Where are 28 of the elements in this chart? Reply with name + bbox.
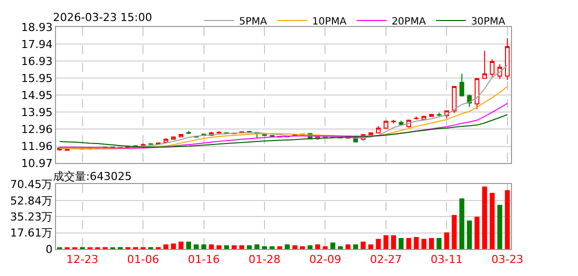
y-tick-label: 52.84万 (10, 194, 53, 208)
y-tick-label: 11.96 (21, 140, 53, 154)
legend-label: 5PMA (239, 16, 268, 28)
legend-label: 30PMA (470, 16, 506, 28)
x-tick-label: 02-09 (309, 253, 342, 266)
y-tick-label: 13.95 (21, 106, 53, 120)
legend-label: 20PMA (392, 16, 426, 28)
y-tick-label: 14.95 (21, 88, 53, 102)
chart-title: 2026-03-23 15:00 (53, 11, 152, 24)
y-tick-label: 10.97 (21, 157, 53, 170)
y-tick-label: 18.93 (21, 20, 53, 34)
x-tick-label: 01-16 (188, 253, 220, 266)
y-tick-label: 16.93 (21, 55, 53, 68)
x-tick-label: 12-23 (66, 253, 98, 266)
x-tick-label: 01-06 (127, 253, 160, 266)
y-tick-label: 0 (46, 242, 53, 256)
y-tick-label: 15.95 (21, 72, 53, 85)
y-tick-label: 17.61万 (10, 226, 53, 240)
y-tick-label: 12.96 (21, 123, 53, 136)
x-tick-label: 03-11 (430, 253, 463, 266)
x-tick-label: 02-27 (370, 253, 402, 266)
chart-title: 成交量:643025 (53, 170, 132, 183)
legend-label: 10PMA (312, 16, 347, 28)
y-tick-label: 35.23万 (10, 210, 53, 224)
y-tick-label: 17.94 (21, 38, 53, 51)
x-tick-label: 03-23 (491, 253, 524, 266)
y-tick-label: 70.45万 (10, 178, 53, 192)
x-tick-label: 01-28 (248, 253, 280, 266)
